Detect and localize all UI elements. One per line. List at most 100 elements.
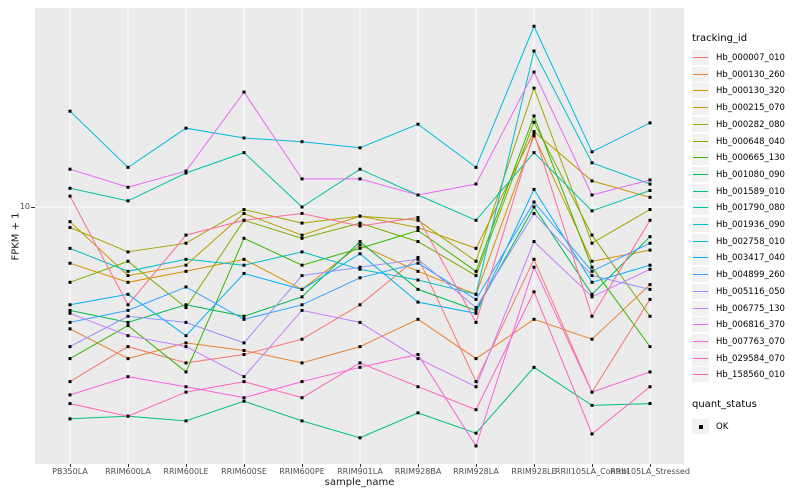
legend-key-box <box>692 100 709 116</box>
data-point <box>126 165 130 169</box>
data-point <box>300 337 304 341</box>
data-point <box>358 246 362 250</box>
data-point <box>300 419 304 423</box>
plot-panel <box>35 8 684 464</box>
data-point <box>474 297 478 301</box>
data-point <box>648 370 652 374</box>
data-point <box>474 408 478 412</box>
data-point <box>474 246 478 250</box>
data-point <box>590 241 594 245</box>
data-point <box>648 287 652 291</box>
data-point <box>184 169 188 173</box>
data-point <box>68 246 72 250</box>
data-point <box>242 151 246 155</box>
data-point <box>358 365 362 369</box>
data-point <box>474 320 478 324</box>
data-point <box>68 280 72 284</box>
data-point <box>590 274 594 278</box>
data-point <box>532 49 536 53</box>
data-point <box>590 295 594 299</box>
data-point <box>590 209 594 213</box>
data-point <box>184 263 188 267</box>
x-axis-tick-mark <box>476 464 477 467</box>
legend-key-box <box>692 116 709 132</box>
x-axis-tick-label: RRIM600LE <box>163 467 209 476</box>
data-point <box>532 24 536 28</box>
legend-key-line-icon <box>693 240 708 242</box>
x-axis-tick-mark <box>418 464 419 467</box>
data-point <box>68 220 72 224</box>
x-axis-tick-mark <box>244 464 245 467</box>
data-point <box>532 70 536 74</box>
data-point <box>474 357 478 361</box>
x-axis-tick-label: RRIM928LE <box>511 467 557 476</box>
data-point <box>358 146 362 150</box>
data-point <box>184 341 188 345</box>
data-point <box>300 233 304 237</box>
data-point <box>648 385 652 389</box>
data-point <box>416 353 420 357</box>
data-point <box>474 269 478 273</box>
data-point <box>648 235 652 239</box>
legend-entry-label: OK <box>716 422 729 432</box>
data-point <box>184 320 188 324</box>
data-point <box>358 167 362 171</box>
legend-entry-label: Hb_001080_090 <box>716 169 785 180</box>
data-point <box>648 283 652 287</box>
data-point <box>184 345 188 349</box>
legend-key-box <box>692 183 709 199</box>
data-point <box>126 269 130 273</box>
legend-title-tracking-id: tracking_id <box>692 33 748 44</box>
legend-key-box <box>692 333 709 349</box>
data-point <box>300 211 304 215</box>
data-point <box>474 431 478 435</box>
data-point <box>300 221 304 225</box>
point-square-icon <box>698 424 703 429</box>
legend-key-box <box>692 350 709 366</box>
legend-entry-label: Hb_003417_040 <box>716 253 785 264</box>
legend-entry-label: Hb_029584_070 <box>716 353 785 364</box>
data-point <box>590 292 594 296</box>
legend-key-box <box>692 367 709 383</box>
data-point <box>532 120 536 124</box>
data-point <box>532 134 536 138</box>
data-point <box>184 241 188 245</box>
data-point <box>300 205 304 209</box>
legend-entry-label: Hb_000282_080 <box>716 119 785 130</box>
data-point <box>590 432 594 436</box>
data-point <box>68 194 72 198</box>
legend-key-box <box>692 300 709 316</box>
y-axis-title: FPKM + 1 <box>10 212 22 261</box>
data-point <box>532 265 536 269</box>
data-point <box>474 385 478 389</box>
data-point <box>416 216 420 220</box>
data-point <box>358 265 362 269</box>
data-point <box>68 357 72 361</box>
data-point <box>242 236 246 240</box>
data-point <box>358 240 362 244</box>
legend-key-line-icon <box>693 173 708 175</box>
legend-entry-label: Hb_158560_010 <box>716 370 785 381</box>
legend-key-box <box>692 133 709 149</box>
data-point <box>126 345 130 349</box>
data-point <box>590 179 594 183</box>
data-point <box>358 320 362 324</box>
legend-key-line-icon <box>693 224 708 225</box>
data-point <box>532 205 536 209</box>
x-axis-tick-mark <box>128 464 129 467</box>
data-point <box>416 193 420 197</box>
x-axis-tick-mark <box>650 464 651 467</box>
data-point <box>68 402 72 406</box>
legend-key-line-icon <box>693 123 708 125</box>
data-point <box>532 86 536 90</box>
data-point <box>416 228 420 232</box>
plot-canvas <box>35 8 684 464</box>
data-point <box>590 193 594 197</box>
data-point <box>358 214 362 218</box>
data-point <box>242 211 246 215</box>
legend-entry-label: Hb_000648_040 <box>716 136 785 147</box>
data-point <box>300 236 304 240</box>
data-point <box>300 250 304 254</box>
data-point <box>648 263 652 267</box>
legend-key-box <box>692 283 709 299</box>
